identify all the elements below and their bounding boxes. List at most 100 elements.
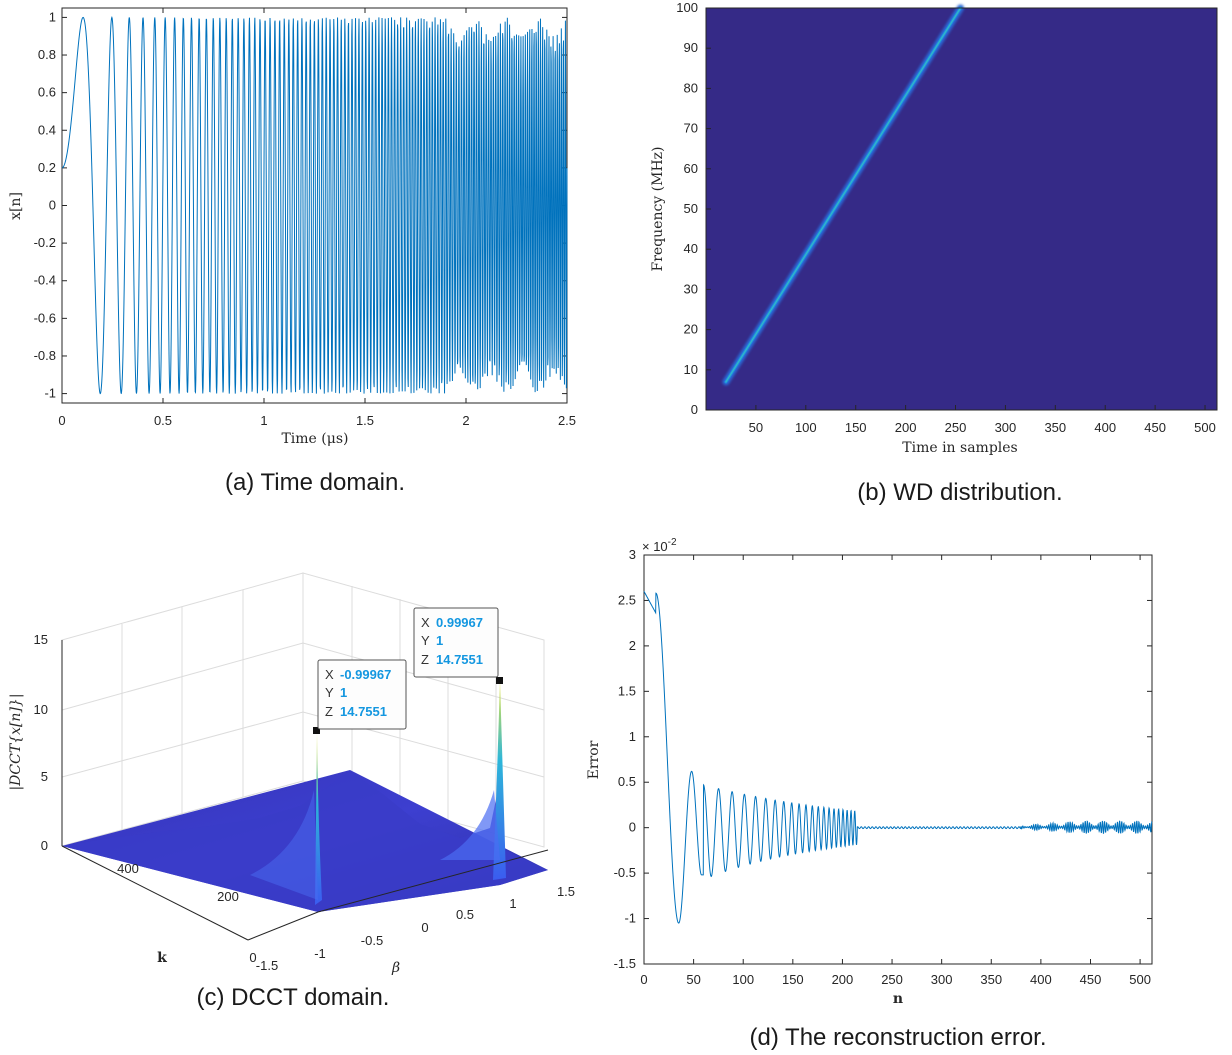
datatip-right-x-value: 0.99967 [436, 615, 483, 630]
datatip-right-z-value: 14.7551 [436, 652, 483, 667]
panel-a-time-domain: 0 0.5 1 1.5 2 2.5 -1 -0.8 -0.6 -0.4 -0.2 0 0.2 0.4 0.6… [8, 7, 576, 496]
panel-b-ytick-label: 30 [684, 281, 698, 296]
panel-d-ytick-label: 2.5 [618, 592, 636, 607]
panel-b-ylabel: Frequency (MHz) [650, 146, 666, 271]
panel-d-ytick-label: -1.5 [614, 956, 636, 971]
panel-b-wd-distribution: 50 100 150 200 250 300 350 400 450 500 0 10 20 30 40 50… [650, 0, 1218, 506]
panel-a-xtick-label: 0 [58, 413, 65, 428]
panel-a-ytick-label: -1 [44, 386, 56, 401]
panel-c-betatick-label: 1.5 [557, 884, 575, 899]
panel-d-xtick-label: 300 [931, 972, 953, 987]
panel-b-xlabel: Time in samples [902, 440, 1018, 456]
panel-c-ktick-label: 400 [117, 861, 139, 876]
panel-b-caption: (b) WD distribution. [857, 479, 1062, 506]
panel-b-xtick-label: 100 [795, 420, 817, 435]
panel-d-ytick-label: 0 [629, 820, 636, 835]
panel-b-xtick-label: 50 [749, 420, 763, 435]
panel-a-ylabel: x[n] [8, 192, 24, 220]
panel-d-ytick-label: 1 [629, 729, 636, 744]
panel-a-ticks: 0 0.5 1 1.5 2 2.5 -1 -0.8 -0.6 -0.4 -0.2 0 0.2 0.4 0.6… [34, 8, 576, 428]
datatip-right-x-label: X [421, 615, 430, 630]
datatip-left-z-label: Z [325, 704, 333, 719]
panel-b-ridge-core [725, 7, 962, 383]
panel-b-ytick-label: 20 [684, 322, 698, 337]
panel-d-ytick-label: -0.5 [614, 865, 636, 880]
datatip-right-y-label: Y [421, 633, 430, 648]
panel-c-datatip-right[interactable]: X 0.99967 Y 1 Z 14.7551 [413, 607, 503, 684]
panel-c-xlabel-beta: β [391, 960, 400, 976]
panel-b-xtick-label: 150 [845, 420, 867, 435]
panel-c-betatick-label: 0.5 [456, 907, 474, 922]
panel-c-betatick-label: -0.5 [361, 933, 383, 948]
panel-b-ytick-label: 60 [684, 161, 698, 176]
panel-c-ticks: 0 5 10 15 0 200 400 -1.5 -1 -0.5 0 0.5 1 1.5 [34, 632, 576, 973]
panel-c-3d-grid [61, 572, 545, 848]
panel-a-xtick-label: 0.5 [154, 413, 172, 428]
panel-b-heatmap-background [706, 8, 1217, 410]
panel-b-ytick-label: 70 [684, 121, 698, 136]
panel-c-datatip-left[interactable]: X -0.99967 Y 1 Z 14.7551 [313, 659, 407, 734]
panel-a-ytick-label: 0.8 [38, 47, 56, 62]
panel-c-ktick-label: 0 [249, 950, 256, 965]
panel-d-ytick-label: 0.5 [618, 774, 636, 789]
panel-d-xtick-label: 250 [881, 972, 903, 987]
panel-a-ytick-label: 0.4 [38, 122, 56, 137]
panel-a-xtick-label: 1 [260, 413, 267, 428]
panel-a-signal-line [61, 15, 568, 395]
panel-d-xtick-label: 450 [1080, 972, 1102, 987]
panel-a-ytick-label: -0.8 [34, 348, 56, 363]
panel-a-ytick-label: 0.2 [38, 160, 56, 175]
panel-b-ytick-label: 80 [684, 80, 698, 95]
panel-a-xtick-label: 2.5 [558, 413, 576, 428]
panel-d-xtick-label: 350 [980, 972, 1002, 987]
panel-a-ytick-label: -0.4 [34, 273, 56, 288]
datatip-left-y-value: 1 [340, 685, 347, 700]
panel-d-xtick-label: 200 [832, 972, 854, 987]
panel-a-xtick-label: 1.5 [356, 413, 374, 428]
panel-b-xtick-label: 400 [1094, 420, 1116, 435]
datatip-left-z-value: 14.7551 [340, 704, 387, 719]
panel-a-caption: (a) Time domain. [225, 469, 405, 496]
panel-b-ytick-label: 40 [684, 241, 698, 256]
panel-d-xtick-label: 50 [686, 972, 700, 987]
panel-c-ztick-label: 15 [34, 632, 48, 647]
panel-c-zlabel: |DCCT{x[n]}| [8, 693, 24, 790]
panel-c-dcct-domain: 0 5 10 15 0 200 400 -1.5 -1 -0.5 0 0.5 1 1.5 X -0.999… [8, 572, 576, 1011]
panel-d-ylabel: Error [586, 740, 602, 779]
panel-c-peak-left [315, 733, 322, 905]
panel-b-xtick-label: 250 [945, 420, 967, 435]
panel-b-ytick-label: 90 [684, 40, 698, 55]
panel-b-xtick-label: 300 [995, 420, 1017, 435]
panel-c-ktick-label: 200 [217, 889, 239, 904]
panel-a-xlabel: Time (μs) [281, 431, 348, 447]
panel-d-exponent: × 10-2 [642, 537, 677, 554]
panel-a-ytick-label: -0.6 [34, 310, 56, 325]
panel-c-peak-left-shoulder [250, 790, 318, 900]
panel-b-ytick-label: 50 [684, 201, 698, 216]
panel-c-ztick-label: 0 [41, 838, 48, 853]
panel-c-ztick-label: 5 [41, 769, 48, 784]
datatip-right-y-value: 1 [436, 633, 443, 648]
panel-c-peak-right-shoulder [440, 790, 500, 860]
panel-b-xtick-label: 350 [1044, 420, 1066, 435]
panel-b-ytick-label: 10 [684, 362, 698, 377]
datatip-left-x-value: -0.99967 [340, 667, 391, 682]
panel-c-betatick-label: 1 [509, 896, 516, 911]
panel-d-ytick-label: -1 [624, 911, 636, 926]
panel-c-caption: (c) DCCT domain. [197, 984, 390, 1011]
panel-a-ytick-label: 1 [49, 9, 56, 24]
panel-b-ytick-label: 100 [676, 0, 698, 15]
panel-c-ylabel-k: k [157, 950, 167, 966]
panel-c-ztick-label: 10 [34, 702, 48, 717]
panel-a-ytick-label: 0 [49, 198, 56, 213]
panel-d-xtick-label: 150 [782, 972, 804, 987]
panel-d-ytick-label: 1.5 [618, 683, 636, 698]
panel-d-ytick-label: 2 [629, 638, 636, 653]
panel-d-xtick-label: 0 [640, 972, 647, 987]
panel-d-xtick-label: 400 [1030, 972, 1052, 987]
panel-b-ticks: 50 100 150 200 250 300 350 400 450 500 0 10 20 30 40 50… [676, 0, 1216, 435]
panel-b-ytick-label: 0 [691, 402, 698, 417]
panel-a-xtick-label: 2 [462, 413, 469, 428]
datatip-left-x-label: X [325, 667, 334, 682]
